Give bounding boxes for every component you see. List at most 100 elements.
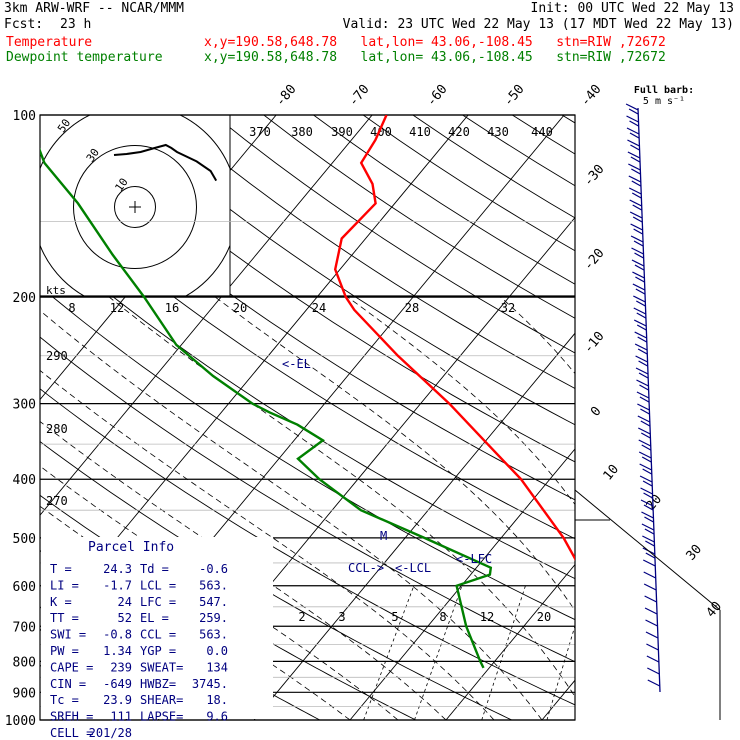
wind-barb <box>640 487 653 495</box>
pressure-tick-label: 800 <box>13 655 36 670</box>
moist-adiabat-line <box>40 420 447 720</box>
wind-barb <box>632 271 645 279</box>
pressure-tick-label: 700 <box>13 620 36 635</box>
wind-barb <box>625 103 639 111</box>
wind-barb <box>638 439 652 447</box>
wind-barb <box>640 499 654 507</box>
pressure-tick-label: 1000 <box>5 714 36 729</box>
wind-barb <box>643 504 654 511</box>
parcel-row-label: SREH = <box>50 710 93 724</box>
parcel-row-label: CAPE = <box>50 660 93 674</box>
side-frame-edge <box>574 489 721 611</box>
wind-barb <box>629 120 639 127</box>
valid-time: Valid: 23 UTC Wed 22 May 13 (17 MDT Wed … <box>342 17 734 32</box>
wind-barb <box>642 535 655 543</box>
hodograph-ring-label: 50 <box>55 117 73 135</box>
plot-frame <box>39 114 576 721</box>
parcel-info-title: Parcel Info <box>88 540 174 555</box>
legend-dewpoint: Dewpoint temperature <box>6 50 163 65</box>
isotherm-label: -20 <box>581 246 608 274</box>
wind-barb <box>644 516 654 523</box>
wind-barb <box>645 631 659 639</box>
wind-barb <box>628 108 639 115</box>
level-marker-label: <-LCL <box>395 561 431 575</box>
dry-adiabat-line <box>362 115 575 252</box>
wind-barb <box>642 480 653 487</box>
pressure-tick-label: 500 <box>13 532 36 547</box>
parcel-row-label: YGP = <box>140 644 176 658</box>
wind-barb <box>630 156 641 163</box>
mixing-ratio-line <box>363 585 415 720</box>
theta-label: 420 <box>448 125 470 139</box>
wind-barb <box>628 187 642 195</box>
wind-barb <box>644 607 658 615</box>
wind-barb <box>639 396 650 403</box>
isotherm-line <box>253 332 575 720</box>
isotherm-label: 40 <box>704 599 726 621</box>
mixing-ratio-label: 20 <box>537 610 551 624</box>
parcel-row-value: -0.8 <box>103 628 132 642</box>
wind-barb <box>636 379 649 387</box>
wind-barb <box>638 360 648 367</box>
hodograph-ring <box>73 145 197 269</box>
wind-barb <box>646 643 659 651</box>
theta-label: 440 <box>531 125 553 139</box>
hodograph-ring-label: 30 <box>84 146 102 164</box>
pressure-tick-label: 900 <box>13 686 36 701</box>
theta-left-label: 280 <box>46 422 68 436</box>
wind-barb <box>633 319 647 327</box>
level-marker-label: <-EL <box>282 357 311 371</box>
mixing-ratio-line <box>606 586 643 720</box>
legend-dewpoint-info: x,y=190.58,648.78 lat,lon= 43.06,-108.45… <box>204 50 666 65</box>
wind-barb <box>636 391 650 399</box>
wind-barb <box>638 451 652 459</box>
isotherm-line <box>638 115 740 720</box>
wind-barb <box>638 427 651 435</box>
hodograph-x-tick-label: 32 <box>501 301 515 315</box>
wind-barb <box>636 312 647 319</box>
wind-barb <box>643 583 657 591</box>
level-marker-label: M <box>380 529 387 543</box>
parcel-row-label: Td = <box>140 562 169 576</box>
wind-barb <box>642 468 652 475</box>
parcel-row-value: 547. <box>199 595 228 609</box>
isotherm-line <box>40 115 373 516</box>
hodograph-x-tick-label: 16 <box>165 301 179 315</box>
wind-barb <box>640 420 651 427</box>
wind-barb <box>646 655 660 663</box>
parcel-row-value: 563. <box>199 628 228 642</box>
mixing-ratio-label: 2 <box>298 610 305 624</box>
dry-adiabat-line <box>612 115 740 720</box>
wind-barb <box>626 127 640 135</box>
pressure-tick-label: 300 <box>13 398 36 413</box>
parcel-row-label: CELL = <box>50 726 93 740</box>
wind-barb <box>631 259 645 267</box>
mixing-ratio-line <box>481 585 526 720</box>
dry-adiabat-line <box>462 115 575 187</box>
parcel-row-value: -1.7 <box>103 578 132 592</box>
wind-barb <box>632 283 646 291</box>
isotherm-label: 10 <box>601 462 623 484</box>
isotherm-label: -40 <box>578 82 605 110</box>
pressure-tick-label: 400 <box>13 473 36 488</box>
wind-barb <box>629 211 643 219</box>
isotherm-label: -50 <box>501 82 528 110</box>
wind-barb <box>643 571 656 579</box>
hodograph-rings <box>40 115 230 296</box>
isotherm-label: 0 <box>588 404 605 420</box>
parcel-row-label: LI = <box>50 578 79 592</box>
legend-temperature-info: x,y=190.58,648.78 lat,lon= 43.06,-108.45… <box>204 35 666 50</box>
wind-staff-line <box>637 107 661 693</box>
parcel-row-label: LAPSE= <box>140 710 183 724</box>
parcel-row-value: 9.6 <box>206 710 228 724</box>
dry-adiabat-line <box>711 115 740 720</box>
model-title: 3km ARW-WRF -- NCAR/MMM <box>4 1 185 16</box>
isotherm-label: -80 <box>273 82 300 110</box>
wind-barb <box>630 144 640 151</box>
theta-label: 390 <box>331 125 353 139</box>
wind-barb <box>628 163 641 171</box>
wind-barb <box>641 511 654 519</box>
dry-adiabat-line <box>561 115 575 124</box>
wind-barb <box>627 139 640 147</box>
dry-adiabat-line <box>213 115 575 354</box>
